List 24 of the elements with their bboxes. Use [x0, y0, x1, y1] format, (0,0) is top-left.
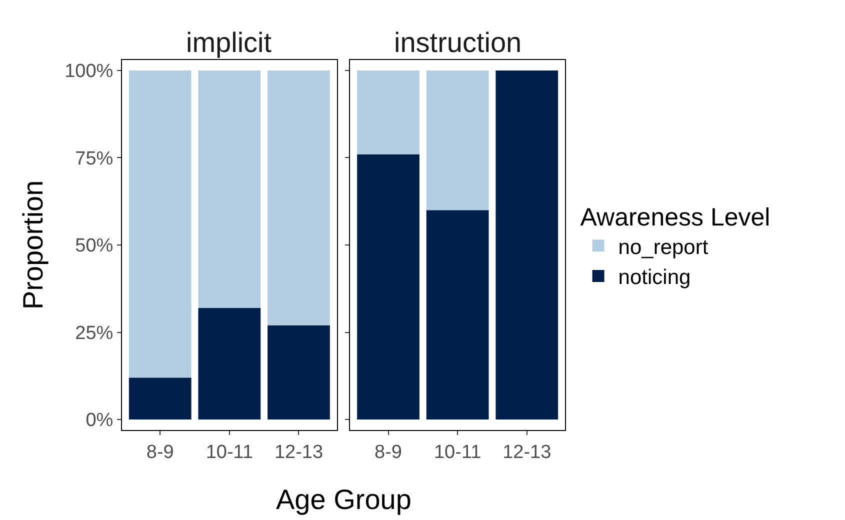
- x-tick-label: 12-13: [274, 442, 324, 463]
- y-axis-title: Proportion: [18, 180, 48, 310]
- x-tick-label: 10-11: [206, 442, 254, 463]
- y-tick-label: 0%: [86, 410, 114, 432]
- y-tick-label: 100%: [64, 61, 114, 82]
- x-tick-label: 8-9: [146, 442, 174, 463]
- x-axis-title: Age Group: [276, 484, 412, 515]
- chart-title: implicit: [186, 27, 272, 58]
- y-tick-label: 25%: [75, 322, 114, 344]
- x-tick-label: 8-9: [374, 442, 402, 463]
- chart-title: instruction: [394, 27, 522, 58]
- x-tick-label: 12-13: [502, 442, 552, 463]
- bar: [198, 70, 261, 308]
- legend-title: Awareness Level: [580, 204, 770, 232]
- bar: [268, 325, 330, 420]
- bar: [128, 378, 192, 420]
- legend-label: noticing: [618, 266, 691, 290]
- x-tick-label: 10-11: [434, 442, 482, 463]
- bar: [268, 70, 330, 326]
- legend-label: no_report: [618, 236, 708, 259]
- bar: [198, 308, 261, 420]
- y-tick-label: 75%: [75, 148, 114, 170]
- bar: [128, 70, 192, 378]
- y-tick-label: 50%: [75, 236, 114, 257]
